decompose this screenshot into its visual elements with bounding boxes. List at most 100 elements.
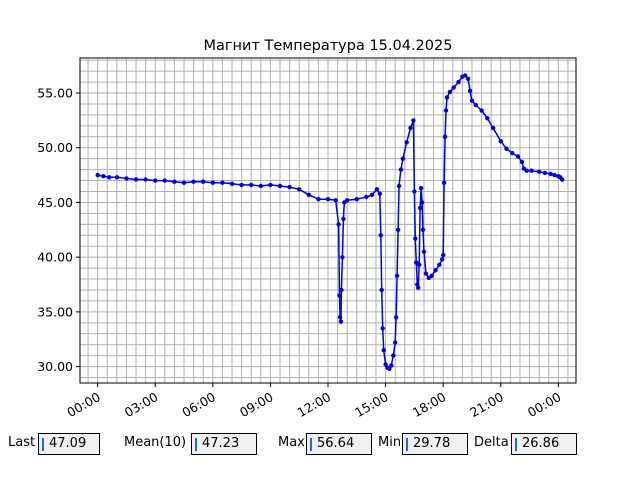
mean-value: 47.23 xyxy=(202,436,240,451)
data-point xyxy=(181,180,187,185)
x-tick-label: 03:00 xyxy=(122,389,161,420)
delta-value-field[interactable]: 26.86 xyxy=(511,433,577,455)
delta-value: 26.86 xyxy=(522,436,560,451)
series-temperature xyxy=(95,73,565,371)
data-point xyxy=(398,167,404,172)
data-point xyxy=(340,255,345,260)
max-value-field[interactable]: 56.64 xyxy=(306,433,372,455)
mean-value-field[interactable]: 47.23 xyxy=(191,433,257,455)
data-point xyxy=(473,102,478,108)
data-point xyxy=(415,282,420,287)
last-value: 47.09 xyxy=(49,436,87,451)
data-point xyxy=(153,178,158,183)
data-point xyxy=(469,98,475,103)
data-point xyxy=(287,184,292,190)
text-cursor xyxy=(195,438,197,451)
delta-label: Delta xyxy=(474,435,509,450)
data-point xyxy=(229,181,235,186)
data-point xyxy=(377,191,382,196)
chart-title: Магнит Температура 15.04.2025 xyxy=(204,38,453,54)
data-point xyxy=(560,177,565,182)
data-point xyxy=(420,227,426,232)
y-tick-label: 35.00 xyxy=(37,304,73,319)
data-point xyxy=(433,268,438,273)
max-label: Max xyxy=(278,435,305,450)
data-point xyxy=(387,366,392,371)
data-point xyxy=(524,168,529,173)
data-point xyxy=(333,198,338,203)
data-point xyxy=(411,118,416,123)
data-point xyxy=(354,197,359,202)
data-point xyxy=(456,79,461,85)
data-point xyxy=(412,189,417,194)
data-point xyxy=(394,273,400,278)
x-tick-label: 18:00 xyxy=(410,389,449,420)
data-point xyxy=(515,154,521,159)
data-point xyxy=(437,262,442,267)
x-tick-label: 21:00 xyxy=(467,389,506,420)
data-point xyxy=(465,76,471,82)
data-point xyxy=(444,95,450,100)
data-point xyxy=(542,170,548,176)
text-cursor xyxy=(42,438,44,451)
data-point xyxy=(337,315,343,320)
data-point xyxy=(395,227,401,232)
last-value-field[interactable]: 47.09 xyxy=(38,433,100,455)
data-point xyxy=(418,186,424,191)
x-tick-label: 00:00 xyxy=(64,389,103,420)
data-point xyxy=(441,252,446,258)
data-point xyxy=(143,177,148,182)
data-point xyxy=(463,73,468,78)
data-point xyxy=(479,108,484,113)
data-point xyxy=(277,183,283,189)
data-point xyxy=(391,353,396,358)
data-point xyxy=(107,175,112,180)
data-point xyxy=(519,159,525,165)
data-point xyxy=(389,363,394,368)
data-point xyxy=(467,88,473,94)
data-point xyxy=(423,271,429,276)
y-tick-label: 40.00 xyxy=(37,250,73,265)
data-point xyxy=(345,198,350,203)
data-point xyxy=(201,179,206,184)
data-point xyxy=(429,273,434,278)
plot-frame xyxy=(79,57,577,384)
data-point xyxy=(374,187,380,192)
data-point xyxy=(337,293,342,298)
data-point xyxy=(316,197,321,202)
data-point xyxy=(529,168,534,173)
data-point xyxy=(339,287,344,293)
min-label: Min xyxy=(378,435,402,450)
data-point xyxy=(393,315,399,320)
data-point xyxy=(325,197,331,202)
data-point xyxy=(162,178,167,183)
data-point xyxy=(369,192,375,197)
data-point xyxy=(364,194,369,200)
data-point xyxy=(172,179,177,184)
mean-label: Mean(10) xyxy=(124,435,187,450)
x-tick-label: 09:00 xyxy=(237,389,276,420)
min-value-field[interactable]: 29.78 xyxy=(402,433,468,455)
data-point xyxy=(341,216,346,222)
data-point xyxy=(114,175,120,180)
series-line xyxy=(97,74,563,370)
y-tick-label: 55.00 xyxy=(37,86,73,101)
data-point xyxy=(548,171,553,177)
x-tick-label: 00:00 xyxy=(525,389,564,420)
data-point xyxy=(443,108,449,113)
text-cursor xyxy=(310,438,312,451)
data-point xyxy=(442,134,448,139)
data-point xyxy=(447,89,453,95)
y-tick-label: 30.00 xyxy=(37,359,73,374)
data-point xyxy=(210,180,215,185)
data-point xyxy=(408,125,413,131)
data-point xyxy=(297,187,302,192)
data-point xyxy=(306,192,311,197)
last-label: Last xyxy=(8,435,36,450)
data-point xyxy=(421,249,427,254)
data-point xyxy=(378,233,383,238)
data-point xyxy=(504,146,509,151)
data-point xyxy=(490,125,496,131)
data-point xyxy=(440,257,445,262)
